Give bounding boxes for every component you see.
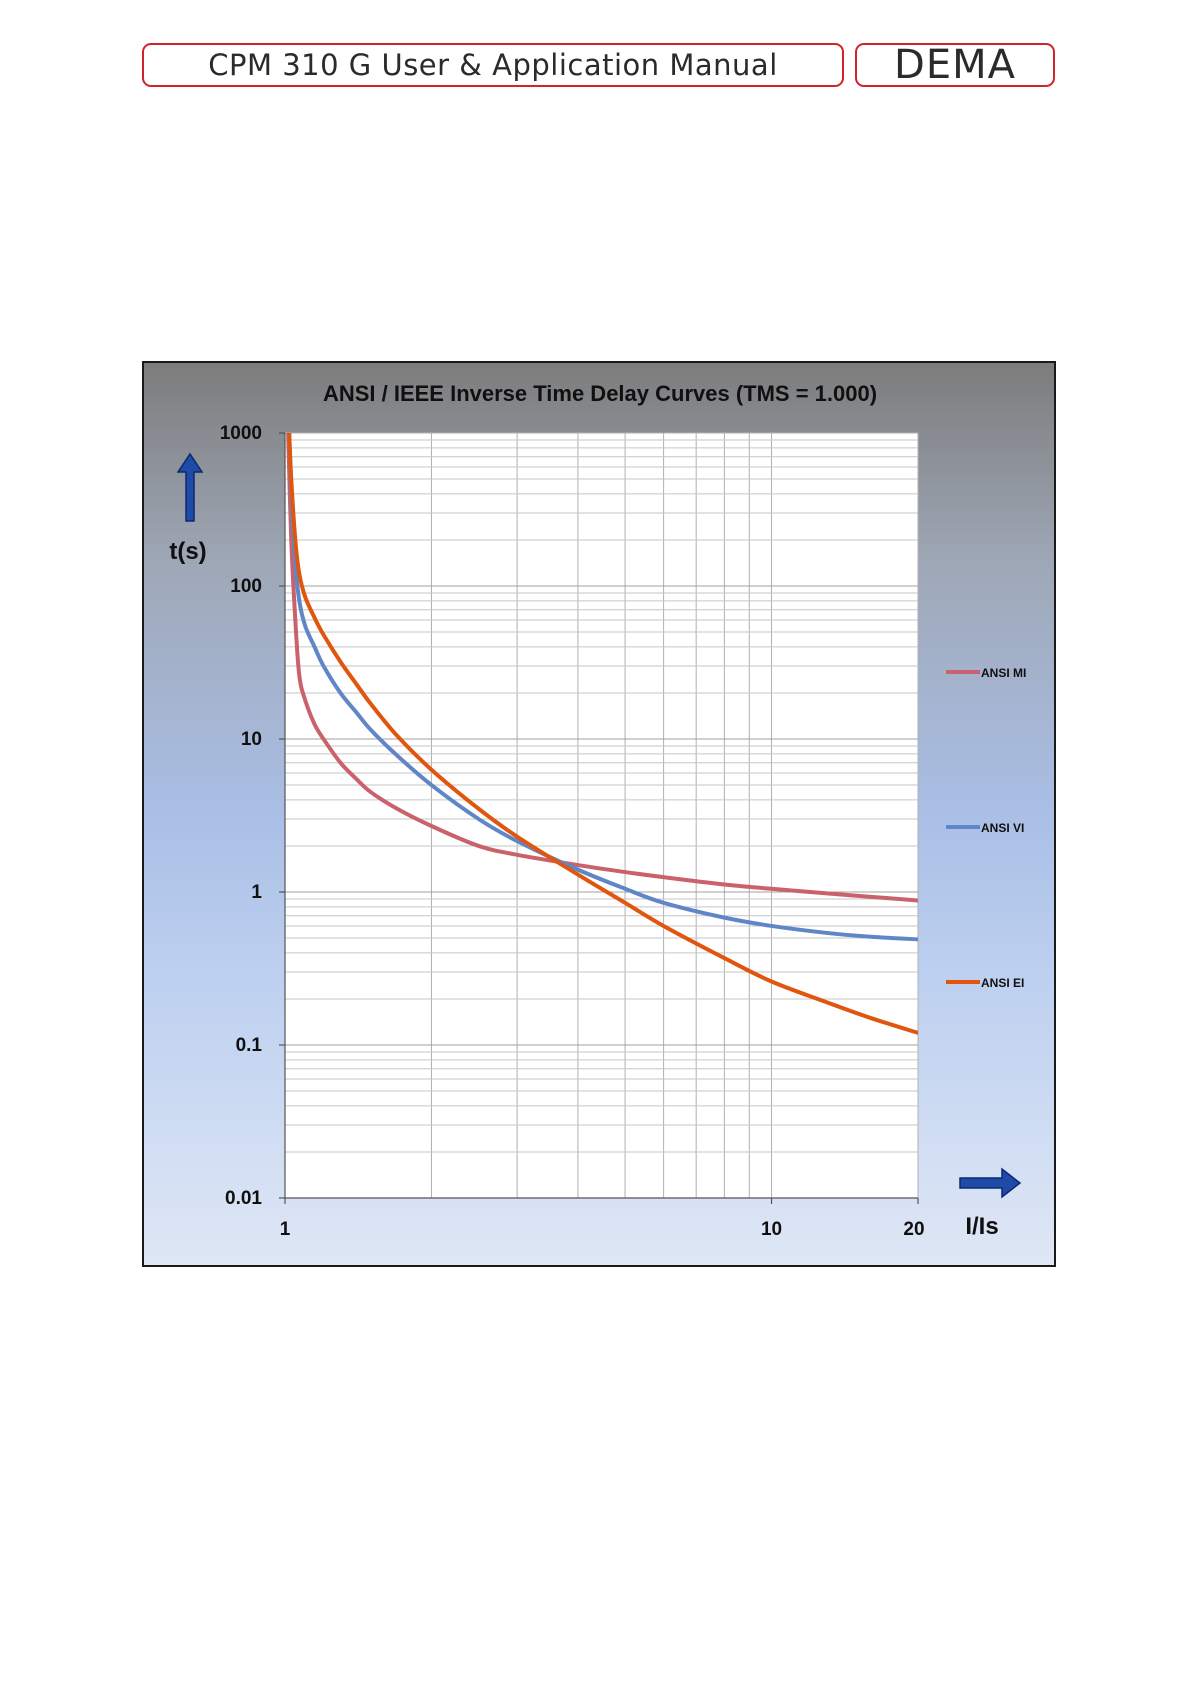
manual-title: CPM 310 G User & Application Manual <box>142 43 844 87</box>
series-line-ansi-ei <box>287 433 918 1035</box>
legend: ANSI MI ANSI VI ANSI EI <box>946 666 1026 990</box>
plot-area <box>285 433 918 1198</box>
y-tick-label: 1000 <box>220 423 262 444</box>
legend-label: ANSI MI <box>981 666 1026 680</box>
grid <box>284 432 919 1199</box>
x-axis-arrow-icon <box>959 1167 1022 1199</box>
x-tick-label: 10 <box>761 1219 782 1240</box>
series-line-ansi-vi <box>287 433 918 942</box>
x-axis-label: I/Is <box>965 1213 998 1240</box>
y-tick-label: 100 <box>230 576 262 597</box>
legend-label: ANSI EI <box>981 976 1024 990</box>
y-tick-label: 10 <box>241 729 262 750</box>
axis-ticks: 1000 100 10 1 0.1 0.01 1 10 20 <box>220 423 925 1240</box>
x-tick-label: 1 <box>280 1219 291 1240</box>
series-line-ansi-mi <box>286 433 918 903</box>
brand-logo: DEMA <box>855 42 1055 88</box>
x-tick-label: 20 <box>903 1219 924 1240</box>
y-tick-label: 1 <box>251 882 262 903</box>
y-axis-arrow-icon <box>176 452 204 522</box>
series-lines <box>286 433 918 1035</box>
chart-title: ANSI / IEEE Inverse Time Delay Curves (T… <box>323 381 877 406</box>
legend-label: ANSI VI <box>981 821 1024 835</box>
y-tick-label: 0.1 <box>236 1035 263 1056</box>
chart-frame: ANSI / IEEE Inverse Time Delay Curves (T… <box>142 361 1056 1267</box>
y-tick-label: 0.01 <box>225 1188 262 1209</box>
y-axis-label: t(s) <box>169 538 206 565</box>
inverse-time-chart: ANSI / IEEE Inverse Time Delay Curves (T… <box>169 381 1026 1240</box>
